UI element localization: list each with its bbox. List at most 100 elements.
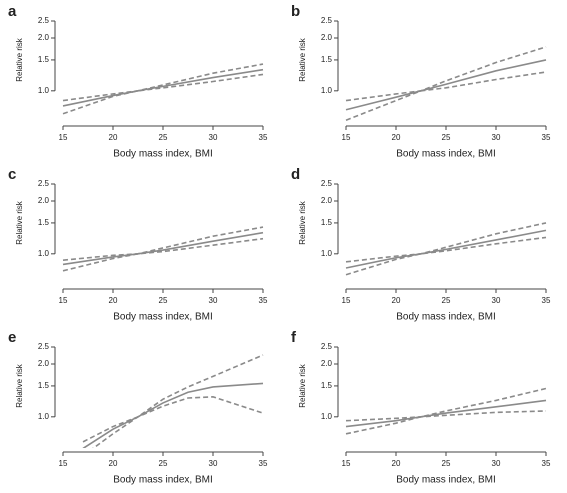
x-tick-label: 35 [542, 459, 551, 468]
x-tick-label: 30 [209, 459, 218, 468]
y-tick-label: 2.5 [321, 16, 333, 25]
x-tick-label: 30 [492, 459, 501, 468]
y-tick-label: 2.0 [38, 196, 50, 205]
plot-area [62, 226, 264, 272]
y-tick-label: 2.0 [321, 359, 333, 368]
panel-label: a [8, 3, 17, 20]
y-tick-label: 1.5 [321, 381, 333, 390]
panel-label: f [291, 329, 297, 346]
x-tick-label: 25 [442, 459, 451, 468]
y-tick-label: 2.5 [321, 179, 333, 188]
y-tick-label: 2.0 [321, 33, 333, 42]
plot-area [62, 63, 264, 115]
y-axis-title: Relative risk [298, 363, 307, 408]
series-line [82, 382, 264, 448]
x-axis-title: Body mass index, BMI [396, 475, 495, 486]
x-tick-label: 35 [542, 296, 551, 305]
series-line [62, 226, 264, 261]
x-tick-label: 35 [259, 296, 268, 305]
y-tick-label: 2.5 [321, 342, 333, 351]
x-tick-label: 25 [159, 296, 168, 305]
y-axis-title: Relative risk [15, 363, 24, 408]
plot-area [82, 354, 264, 448]
y-tick-label: 2.0 [38, 359, 50, 368]
series-line [345, 387, 547, 435]
panel: b 1.0 1.5 2.0 2.5 Relative risk 15 20 25 30 35 Body… [291, 3, 551, 160]
series-line [62, 63, 264, 102]
y-tick-label: 2.5 [38, 16, 50, 25]
panel: c 1.0 1.5 2.0 2.5 Relative risk 15 20 25 30 35 Body… [8, 166, 268, 323]
panel: a 1.0 1.5 2.0 2.5 Relative risk 15 20 25 30 35 Body… [8, 3, 268, 160]
y-tick-label: 1.0 [321, 249, 333, 258]
panel-label: b [291, 3, 300, 20]
y-axis-title: Relative risk [15, 200, 24, 245]
series-line [62, 237, 264, 272]
plot-area [345, 222, 547, 276]
series-line [345, 222, 547, 263]
y-axis-title: Relative risk [298, 200, 307, 245]
series-line [62, 68, 264, 107]
series-line [92, 396, 264, 448]
x-axis-title: Body mass index, BMI [396, 149, 495, 160]
y-tick-label: 2.5 [38, 342, 50, 351]
panel: e 1.0 1.5 2.0 2.5 Relative risk 15 20 25 30 35 Body… [8, 329, 268, 486]
x-tick-label: 15 [342, 296, 351, 305]
series-line [345, 229, 547, 269]
series-line [345, 46, 547, 102]
x-tick-label: 20 [392, 133, 401, 142]
x-tick-label: 35 [259, 459, 268, 468]
y-tick-label: 1.5 [38, 55, 50, 64]
y-tick-label: 1.5 [321, 55, 333, 64]
x-tick-label: 20 [109, 296, 118, 305]
y-tick-label: 1.0 [321, 86, 333, 95]
y-axis-title: Relative risk [15, 37, 24, 82]
x-tick-label: 25 [442, 133, 451, 142]
x-tick-label: 25 [159, 459, 168, 468]
y-tick-label: 1.5 [321, 218, 333, 227]
x-tick-label: 35 [542, 133, 551, 142]
plot-area [345, 46, 547, 121]
x-tick-label: 30 [209, 296, 218, 305]
x-tick-label: 20 [109, 459, 118, 468]
y-tick-label: 1.0 [38, 249, 50, 258]
series-line [345, 71, 547, 121]
y-tick-label: 1.0 [38, 412, 50, 421]
series-line [345, 236, 547, 276]
x-tick-label: 30 [492, 133, 501, 142]
series-line [345, 410, 547, 422]
y-tick-label: 2.0 [38, 33, 50, 42]
series-line [62, 73, 264, 115]
x-axis-title: Body mass index, BMI [396, 312, 495, 323]
x-tick-label: 20 [109, 133, 118, 142]
x-tick-label: 15 [59, 459, 68, 468]
panel-label: c [8, 166, 16, 183]
x-tick-label: 15 [59, 296, 68, 305]
x-tick-label: 20 [392, 296, 401, 305]
x-tick-label: 25 [159, 133, 168, 142]
x-tick-label: 15 [342, 133, 351, 142]
panel: d 1.0 1.5 2.0 2.5 Relative risk 15 20 25 30 35 Body… [291, 166, 551, 323]
y-tick-label: 1.0 [38, 86, 50, 95]
x-axis-title: Body mass index, BMI [113, 149, 212, 160]
y-tick-label: 2.0 [321, 196, 333, 205]
x-tick-label: 20 [392, 459, 401, 468]
panel: f 1.0 1.5 2.0 2.5 Relative risk 15 20 25 30 35 Body… [291, 329, 551, 486]
panel-label: d [291, 166, 300, 183]
y-tick-label: 2.5 [38, 179, 50, 188]
x-tick-label: 15 [342, 459, 351, 468]
plot-area [345, 387, 547, 435]
series-line [82, 354, 264, 443]
x-tick-label: 25 [442, 296, 451, 305]
y-tick-label: 1.5 [38, 218, 50, 227]
y-tick-label: 1.0 [321, 412, 333, 421]
series-line [345, 399, 547, 428]
x-tick-label: 30 [492, 296, 501, 305]
y-tick-label: 1.5 [38, 381, 50, 390]
panel-label: e [8, 329, 16, 346]
x-tick-label: 35 [259, 133, 268, 142]
y-axis-title: Relative risk [298, 37, 307, 82]
x-tick-label: 30 [209, 133, 218, 142]
series-line [345, 59, 547, 111]
